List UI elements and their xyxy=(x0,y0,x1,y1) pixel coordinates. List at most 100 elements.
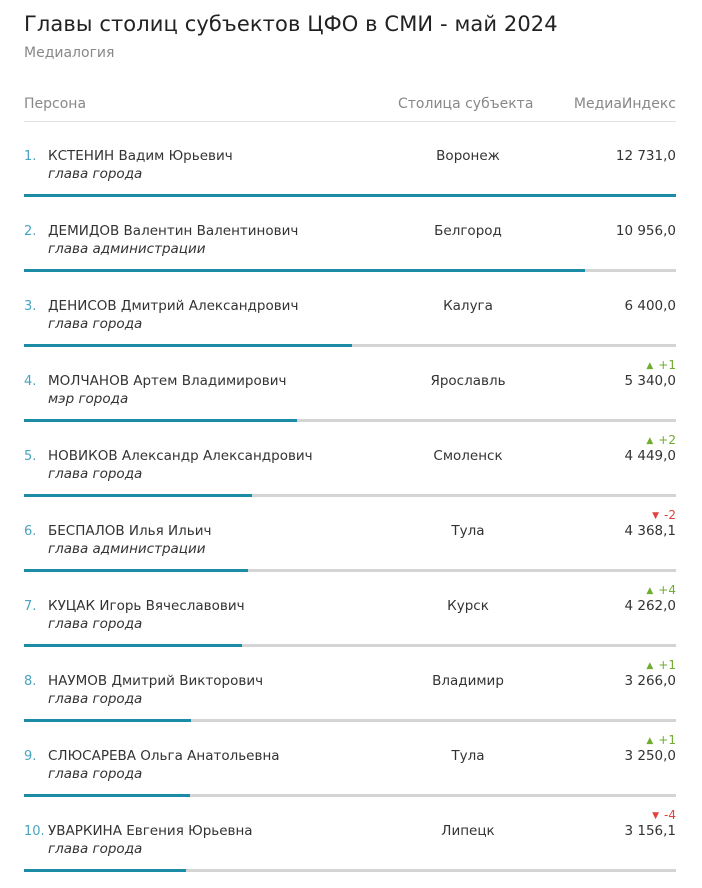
media-index-value: 6 400,0 xyxy=(624,298,676,314)
person-name: УВАРКИНА Евгения Юрьевна xyxy=(48,823,253,839)
person-name: ДЕНИСОВ Дмитрий Александрович xyxy=(48,298,299,314)
media-index-value: 3 266,0 xyxy=(624,673,676,689)
rank-change-value: +4 xyxy=(658,583,676,597)
rank-change-badge: ▼ -4 xyxy=(652,808,676,822)
rank-change-badge: ▲ +1 xyxy=(646,658,676,672)
person-name: КСТЕНИН Вадим Юрьевич xyxy=(48,148,233,164)
capital-city: Воронеж xyxy=(436,148,500,164)
list-item: 8. НАУМОВ Дмитрий Викторович глава города В… xyxy=(24,647,676,722)
triangle-up-icon: ▲ xyxy=(646,736,654,746)
media-index-value: 10 956,0 xyxy=(615,223,676,239)
rank-number: 1. xyxy=(24,149,37,164)
person-role: глава администрации xyxy=(48,541,206,557)
index-bar-fill xyxy=(24,344,352,347)
index-bar-track xyxy=(24,569,676,572)
index-bar-track xyxy=(24,719,676,722)
triangle-down-icon: ▼ xyxy=(652,511,660,521)
list-item: 4. МОЛЧАНОВ Артем Владимирович мэр города Я… xyxy=(24,347,676,422)
column-header-index: МедиаИндекс xyxy=(573,96,676,112)
index-bar-fill xyxy=(24,794,191,797)
rank-change-badge: ▲ +1 xyxy=(646,733,676,747)
rank-number: 4. xyxy=(24,374,37,389)
index-bar-fill xyxy=(24,419,298,422)
person-role: глава города xyxy=(48,766,143,782)
list-item: 7. КУЦАК Игорь Вячеславович глава города Ку… xyxy=(24,572,676,647)
ranking-list: 1. КСТЕНИН Вадим Юрьевич глава города Ворон… xyxy=(24,122,676,872)
rank-change-badge: ▲ +2 xyxy=(646,433,676,447)
index-bar-track xyxy=(24,269,676,272)
list-item: 3. ДЕНИСОВ Дмитрий Александрович глава гор… xyxy=(24,272,676,347)
rank-change-value: -4 xyxy=(664,808,676,822)
rank-number: 9. xyxy=(24,749,37,764)
rank-number: 6. xyxy=(24,524,37,539)
capital-city: Калуга xyxy=(443,298,493,314)
triangle-up-icon: ▲ xyxy=(646,661,654,671)
index-bar-track xyxy=(24,494,676,497)
rank-change-value: +1 xyxy=(658,733,676,747)
list-item: 5. НОВИКОВ Александр Александрович глава г… xyxy=(24,422,676,497)
rank-number: 8. xyxy=(24,674,37,689)
triangle-up-icon: ▲ xyxy=(646,586,654,596)
person-name: БЕСПАЛОВ Илья Ильич xyxy=(48,523,212,539)
rank-number: 3. xyxy=(24,299,37,314)
index-bar-track xyxy=(24,194,676,197)
rank-change-value: +1 xyxy=(658,658,676,672)
person-role: мэр города xyxy=(48,391,129,407)
rank-change-badge: ▼ -2 xyxy=(652,508,676,522)
index-bar-fill xyxy=(24,869,186,872)
person-name: ДЕМИДОВ Валентин Валентинович xyxy=(48,223,299,239)
index-bar-track xyxy=(24,344,676,347)
person-role: глава города xyxy=(48,841,143,857)
person-role: глава администрации xyxy=(48,241,206,257)
page-title: Главы столиц субъектов ЦФО в СМИ - май 2… xyxy=(24,12,558,36)
media-index-value: 3 156,1 xyxy=(624,823,676,839)
media-index-value: 5 340,0 xyxy=(624,373,676,389)
column-header-city: Столица субъекта xyxy=(398,96,534,112)
person-role: глава города xyxy=(48,166,143,182)
index-bar-fill xyxy=(24,269,586,272)
capital-city: Тула xyxy=(451,523,485,539)
media-index-value: 3 250,0 xyxy=(624,748,676,764)
triangle-up-icon: ▲ xyxy=(646,361,654,371)
capital-city: Тула xyxy=(451,748,485,764)
media-index-value: 12 731,0 xyxy=(615,148,676,164)
rank-number: 7. xyxy=(24,599,37,614)
capital-city: Ярославль xyxy=(430,373,506,389)
index-bar-track xyxy=(24,419,676,422)
index-bar-track xyxy=(24,869,676,872)
index-bar-fill xyxy=(24,719,192,722)
rank-change-value: +2 xyxy=(658,433,676,447)
person-name: НОВИКОВ Александр Александрович xyxy=(48,448,313,464)
person-role: глава города xyxy=(48,466,143,482)
rank-change-badge: ▲ +1 xyxy=(646,358,676,372)
rank-change-value: +1 xyxy=(658,358,676,372)
capital-city: Липецк xyxy=(441,823,495,839)
rank-number: 10. xyxy=(24,824,45,839)
media-index-value: 4 449,0 xyxy=(624,448,676,464)
index-bar-fill xyxy=(24,644,243,647)
capital-city: Белгород xyxy=(434,223,502,239)
person-role: глава города xyxy=(48,316,143,332)
index-bar-fill xyxy=(24,569,248,572)
rank-change-badge: ▲ +4 xyxy=(646,583,676,597)
triangle-up-icon: ▲ xyxy=(646,436,654,446)
list-item: 6. БЕСПАЛОВ Илья Ильич глава администрации… xyxy=(24,497,676,572)
rank-number: 2. xyxy=(24,224,37,239)
person-name: КУЦАК Игорь Вячеславович xyxy=(48,598,245,614)
rank-number: 5. xyxy=(24,449,37,464)
person-name: НАУМОВ Дмитрий Викторович xyxy=(48,673,264,689)
index-bar-track xyxy=(24,644,676,647)
list-item: 1. КСТЕНИН Вадим Юрьевич глава города Ворон… xyxy=(24,122,676,197)
index-bar-track xyxy=(24,794,676,797)
page-subtitle: Медиалогия xyxy=(24,45,115,61)
person-role: глава города xyxy=(48,616,143,632)
list-item: 2. ДЕМИДОВ Валентин Валентинович глава адм… xyxy=(24,197,676,272)
header-divider xyxy=(24,121,676,122)
index-bar-fill xyxy=(24,194,676,197)
list-item: 9. СЛЮСАРЕВА Ольга Анатольевна глава город… xyxy=(24,722,676,797)
triangle-down-icon: ▼ xyxy=(652,811,660,821)
person-name: МОЛЧАНОВ Артем Владимирович xyxy=(48,373,287,389)
person-role: глава города xyxy=(48,691,143,707)
capital-city: Смоленск xyxy=(433,448,503,464)
index-bar-fill xyxy=(24,494,252,497)
